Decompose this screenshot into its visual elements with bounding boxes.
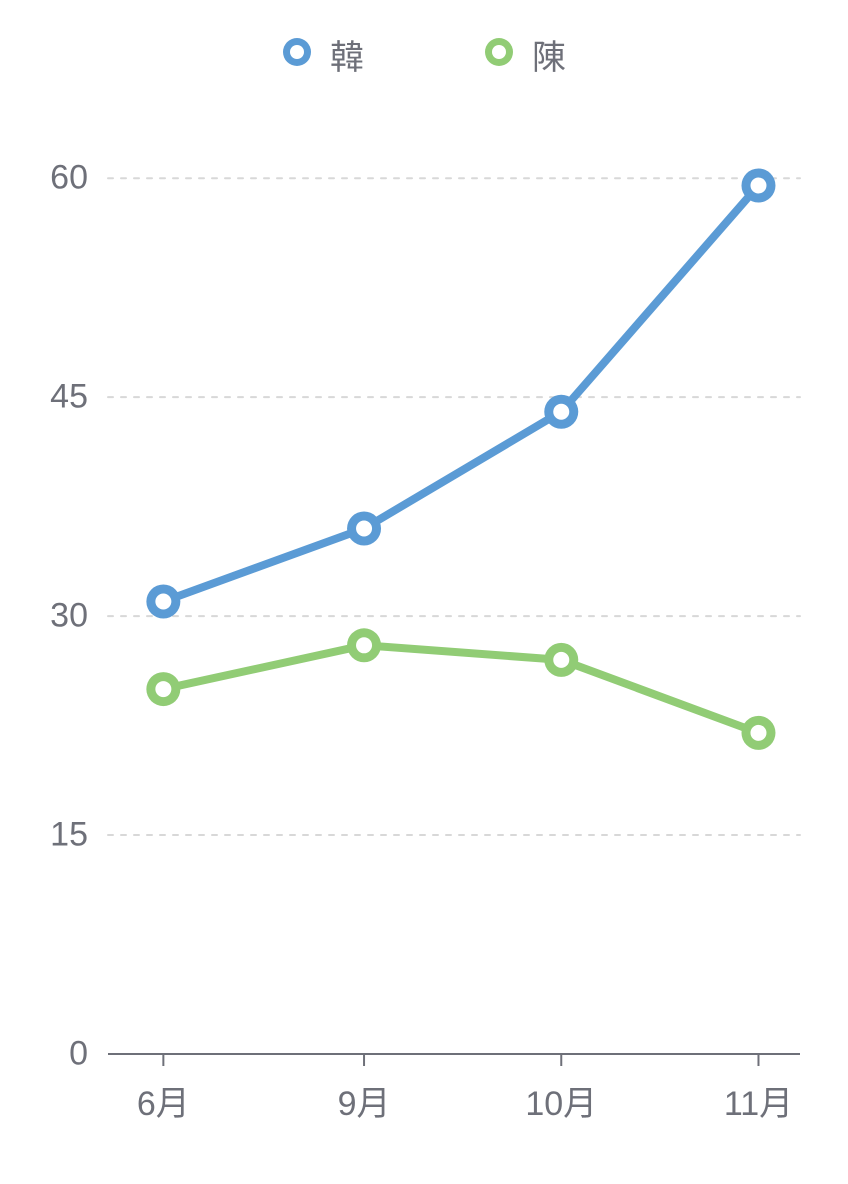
- legend-label-chen: 陳: [532, 30, 566, 79]
- y-axis-label: 0: [69, 1035, 88, 1074]
- legend-item-han[interactable]: 韓: [282, 30, 364, 79]
- legend-marker-chen: [484, 37, 514, 72]
- x-axis-label: 11月: [724, 1076, 793, 1125]
- chart-area: 0 15 30 45 60 6月 9月 10月 11月: [0, 99, 848, 1159]
- legend: 韓 陳: [0, 0, 848, 99]
- chart-svg: [0, 99, 848, 1159]
- y-axis-label: 15: [50, 816, 88, 855]
- legend-label-han: 韓: [330, 30, 364, 79]
- y-axis-label: 60: [50, 159, 88, 198]
- y-axis-label: 45: [50, 378, 88, 417]
- legend-marker-han: [282, 37, 312, 72]
- x-axis-label: 6月: [137, 1076, 190, 1125]
- y-axis-label: 30: [50, 597, 88, 636]
- legend-item-chen[interactable]: 陳: [484, 30, 566, 79]
- x-axis-label: 10月: [525, 1076, 597, 1125]
- x-axis-label: 9月: [338, 1076, 391, 1125]
